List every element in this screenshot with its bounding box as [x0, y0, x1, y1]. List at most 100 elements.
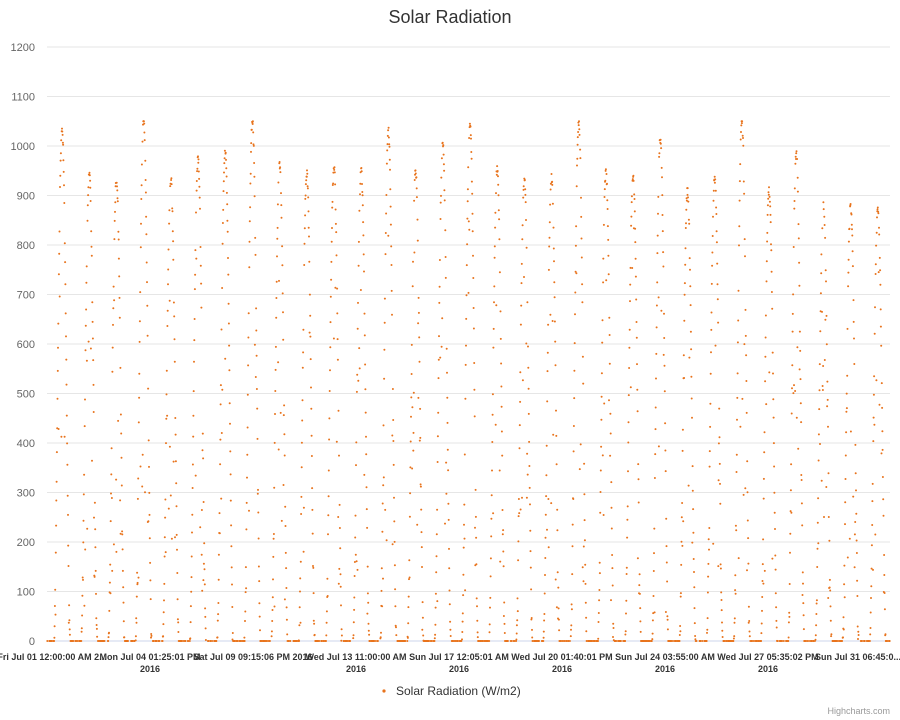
data-point [134, 635, 137, 638]
data-point [848, 537, 851, 540]
data-point [444, 276, 447, 279]
data-point [709, 402, 712, 405]
data-point [272, 537, 275, 540]
data-point [633, 210, 636, 213]
data-point [581, 283, 584, 286]
data-point [802, 602, 805, 605]
data-point [248, 240, 251, 243]
data-point [309, 358, 312, 361]
data-point [95, 624, 98, 626]
data-point [392, 419, 395, 421]
data-point [134, 639, 137, 642]
data-point [500, 362, 503, 365]
data-point [120, 484, 123, 487]
data-point [793, 187, 796, 190]
data-point [739, 138, 742, 141]
data-point [574, 313, 576, 316]
data-point [681, 428, 684, 431]
data-point [190, 590, 193, 593]
data-point [383, 321, 386, 324]
data-point [444, 522, 446, 525]
data-point [148, 513, 151, 516]
data-point [193, 360, 195, 363]
data-point [56, 397, 59, 400]
data-point [737, 289, 740, 292]
data-point [573, 397, 576, 400]
data-point [797, 223, 800, 226]
data-point [516, 597, 519, 600]
data-point [135, 621, 138, 624]
data-point [354, 536, 357, 539]
legend-label[interactable]: Solar Radiation (W/m2) [396, 684, 521, 698]
data-point [243, 636, 246, 639]
data-point [679, 592, 682, 595]
data-point [521, 496, 523, 499]
data-point [824, 318, 827, 321]
data-point [257, 511, 260, 514]
data-point [143, 131, 146, 134]
data-point [576, 136, 579, 139]
data-point [575, 225, 578, 228]
data-point [794, 390, 797, 392]
data-point [578, 128, 581, 131]
data-point [746, 519, 749, 522]
data-point [449, 635, 452, 637]
data-point [872, 440, 875, 443]
data-point [739, 425, 742, 428]
data-point [763, 451, 766, 454]
data-point [274, 390, 277, 392]
data-point [55, 451, 58, 454]
data-point [773, 491, 776, 494]
credit-link[interactable]: Highcharts.com [827, 706, 890, 716]
data-point [876, 216, 878, 219]
data-point [787, 621, 790, 624]
data-point [141, 140, 144, 143]
data-point [545, 444, 548, 447]
data-point [445, 347, 448, 350]
data-point [247, 336, 250, 339]
data-point [846, 556, 849, 559]
data-point [775, 606, 778, 609]
data-point [712, 215, 714, 218]
data-point [555, 606, 558, 609]
data-point [682, 520, 685, 523]
data-point [66, 494, 69, 497]
legend[interactable]: Solar Radiation (W/m2) [382, 684, 521, 698]
data-point [146, 304, 149, 307]
data-point [310, 386, 312, 389]
data-point [469, 134, 472, 137]
data-point [152, 640, 155, 642]
data-point [719, 567, 722, 570]
data-point [393, 496, 395, 499]
data-point [276, 203, 279, 206]
data-point [361, 204, 364, 207]
data-point [249, 206, 252, 209]
data-point [639, 630, 642, 633]
data-point [741, 134, 744, 137]
data-point [570, 628, 572, 631]
data-point [65, 414, 68, 417]
data-point [244, 610, 247, 613]
data-point [85, 308, 88, 311]
data-point [605, 279, 608, 282]
data-point [823, 359, 826, 361]
data-point [217, 553, 220, 556]
data-point [147, 520, 150, 523]
data-point [543, 619, 546, 622]
data-point [201, 432, 204, 435]
data-point [150, 633, 153, 635]
data-point [409, 466, 412, 469]
data-point [335, 440, 338, 443]
data-point [824, 269, 827, 272]
data-point [653, 477, 656, 479]
data-point [229, 499, 232, 502]
data-point [252, 144, 255, 147]
data-point [872, 393, 875, 396]
data-point [635, 336, 638, 339]
data-point [282, 338, 285, 341]
data-point [657, 195, 660, 198]
data-point [356, 327, 359, 330]
data-point [872, 416, 875, 419]
data-point [447, 469, 450, 472]
data-point [197, 161, 200, 164]
